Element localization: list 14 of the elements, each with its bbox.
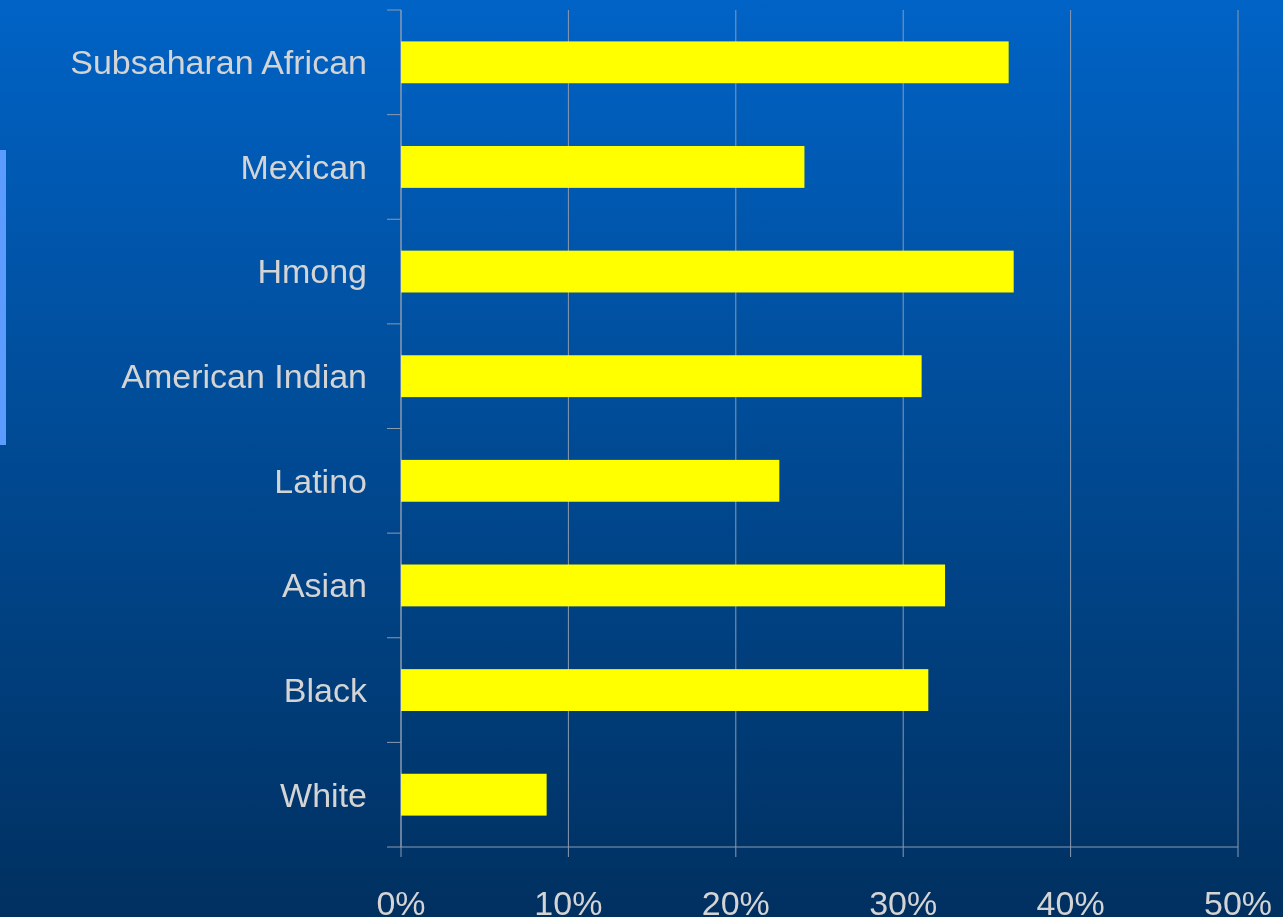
y-tick-label: Asian [281,566,367,605]
x-tick-label: 30% [869,884,938,917]
y-tick-label: Latino [274,461,367,500]
x-tick-label: 40% [1036,884,1105,917]
y-tick-label: White [280,775,367,814]
y-tick-label: Subsaharan African [70,43,367,82]
y-tick-label: Black [283,670,368,709]
x-tick-label: 50% [1203,884,1273,917]
x-tick-label: 0% [376,884,426,917]
y-tick-label: Mexican [240,147,367,186]
y-tick-label: American Indian [121,357,367,396]
x-tick-label: 20% [701,884,770,917]
x-tick-label: 10% [534,884,603,917]
y-tick-label: Hmong [257,252,367,291]
